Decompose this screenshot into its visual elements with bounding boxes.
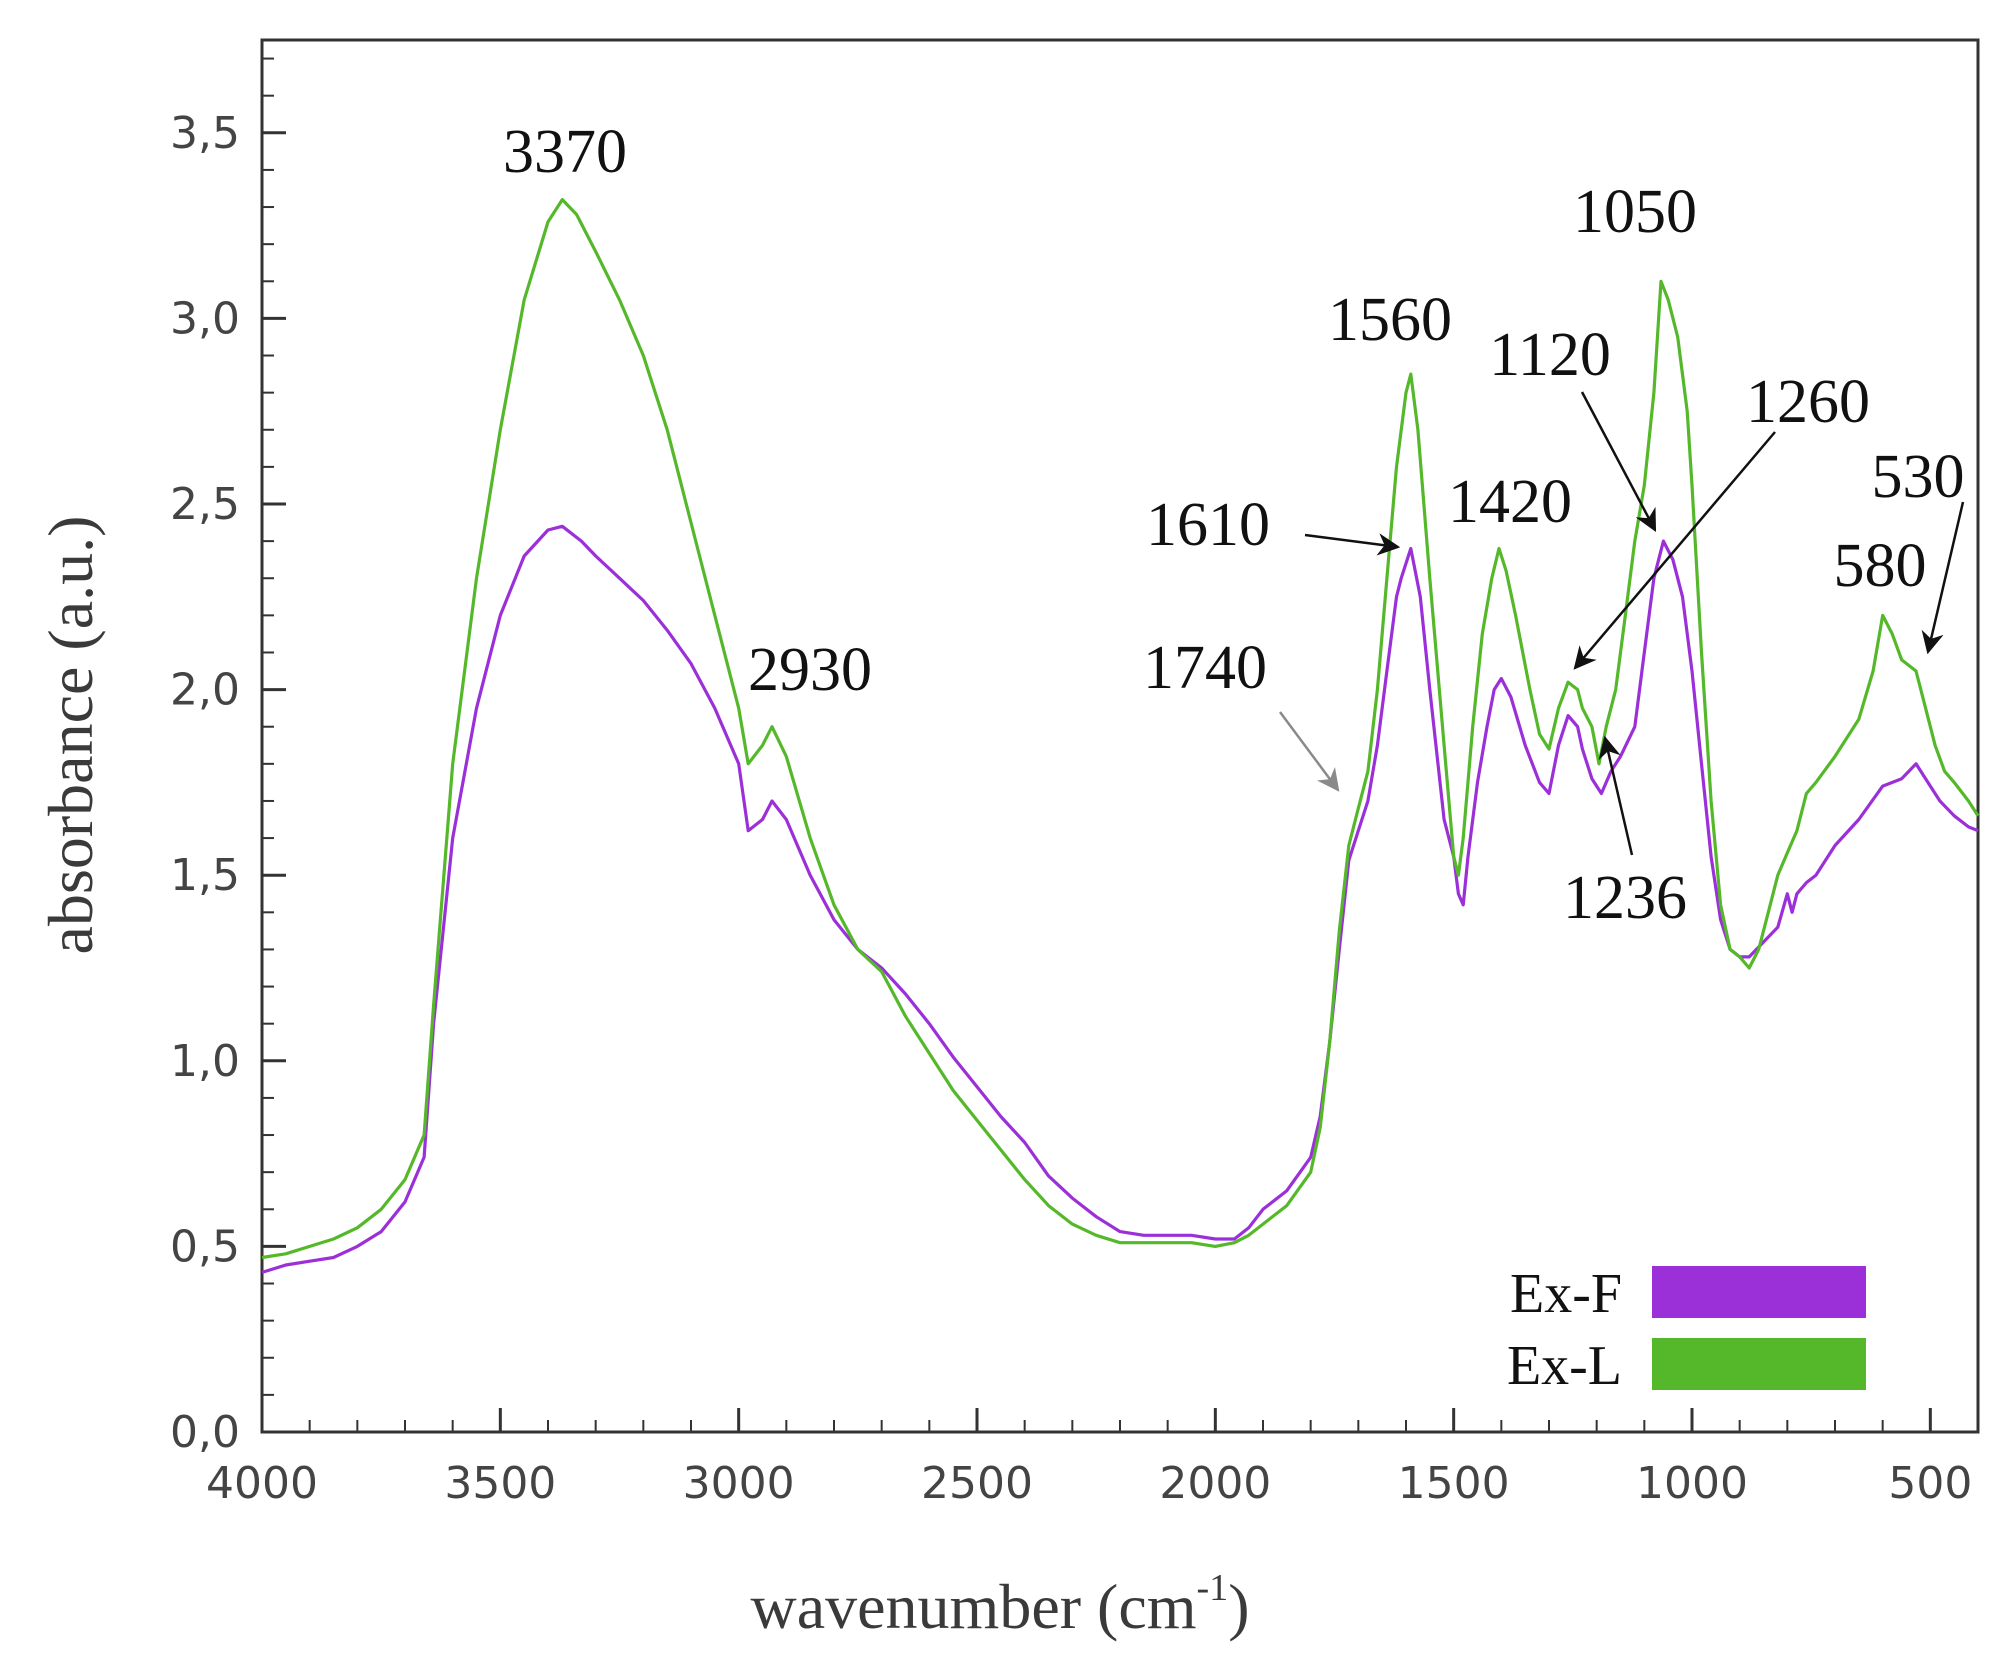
- legend-label-ex-l: Ex-L: [1507, 1335, 1622, 1397]
- peak-label-1420: 1420: [1448, 468, 1572, 536]
- peak-arrow-1260: [1573, 431, 1776, 670]
- plot-frame: [260, 38, 1980, 1434]
- x-tick-label: 3000: [683, 1458, 795, 1509]
- peak-label-1740: 1740: [1143, 634, 1267, 702]
- y-axis: 0,0 0,5 1,0 1,5 2,0 2,5 3,0 3,5: [170, 57, 286, 1458]
- x-tick-label: 500: [1888, 1458, 1972, 1509]
- x-axis-title-close: ): [1228, 1571, 1249, 1642]
- legend-label-ex-f: Ex-F: [1510, 1263, 1622, 1325]
- x-axis-title-main: wavenumber (cm: [751, 1571, 1197, 1642]
- x-tick-label: 4000: [206, 1458, 318, 1509]
- x-tick-label: 1500: [1398, 1458, 1510, 1509]
- series-layer: [261, 198, 1980, 1274]
- peak-arrow-1236: [1598, 735, 1634, 856]
- y-tick-label: 0,5: [170, 1221, 240, 1272]
- x-tick-label: 3500: [444, 1458, 556, 1509]
- y-tick-label: 1,0: [170, 1036, 240, 1087]
- peak-label-2930: 2930: [748, 636, 872, 704]
- peak-annotations: 3370 2930 1740 1610 1560 1420 1120 1050 1260 1236…: [503, 118, 1965, 932]
- legend: Ex-F Ex-L: [1507, 1263, 1866, 1397]
- y-tick-label: 1,5: [170, 850, 240, 901]
- y-axis-title: absorbance (a.u.): [35, 516, 106, 955]
- peak-label-1560: 1560: [1328, 286, 1452, 354]
- peak-label-1236: 1236: [1563, 864, 1687, 932]
- peak-label-530: 530: [1872, 443, 1965, 511]
- x-axis-title-superscript: -1: [1197, 1567, 1229, 1609]
- y-tick-label: 3,0: [170, 293, 240, 344]
- peak-label-1610: 1610: [1146, 491, 1270, 559]
- peak-arrow-1740: [1278, 711, 1340, 792]
- y-tick-label: 0,0: [170, 1407, 240, 1458]
- y-tick-label: 2,5: [170, 479, 240, 530]
- peak-label-1120: 1120: [1489, 321, 1611, 389]
- peak-label-1260: 1260: [1746, 368, 1870, 436]
- series-line-ex-l: [261, 198, 1980, 1260]
- peak-arrow-1120: [1580, 391, 1657, 532]
- x-tick-label: 2500: [921, 1458, 1033, 1509]
- legend-swatch-ex-f: [1652, 1266, 1866, 1318]
- y-tick-label: 3,5: [170, 108, 240, 159]
- y-tick-label: 2,0: [170, 665, 240, 716]
- x-tick-label: 2000: [1159, 1458, 1271, 1509]
- x-axis-title: wavenumber (cm-1): [751, 1567, 1250, 1642]
- legend-swatch-ex-l: [1652, 1338, 1866, 1390]
- peak-label-580: 580: [1834, 532, 1927, 600]
- x-tick-label: 1000: [1636, 1458, 1748, 1509]
- peak-arrow-1610: [1304, 533, 1401, 556]
- x-axis: 4000 3500 3000 2500 2000 1500 1000 500: [206, 1408, 1979, 1509]
- peak-label-3370: 3370: [503, 118, 627, 186]
- peak-label-1050: 1050: [1573, 178, 1697, 246]
- peak-arrow-530: [1921, 501, 1965, 655]
